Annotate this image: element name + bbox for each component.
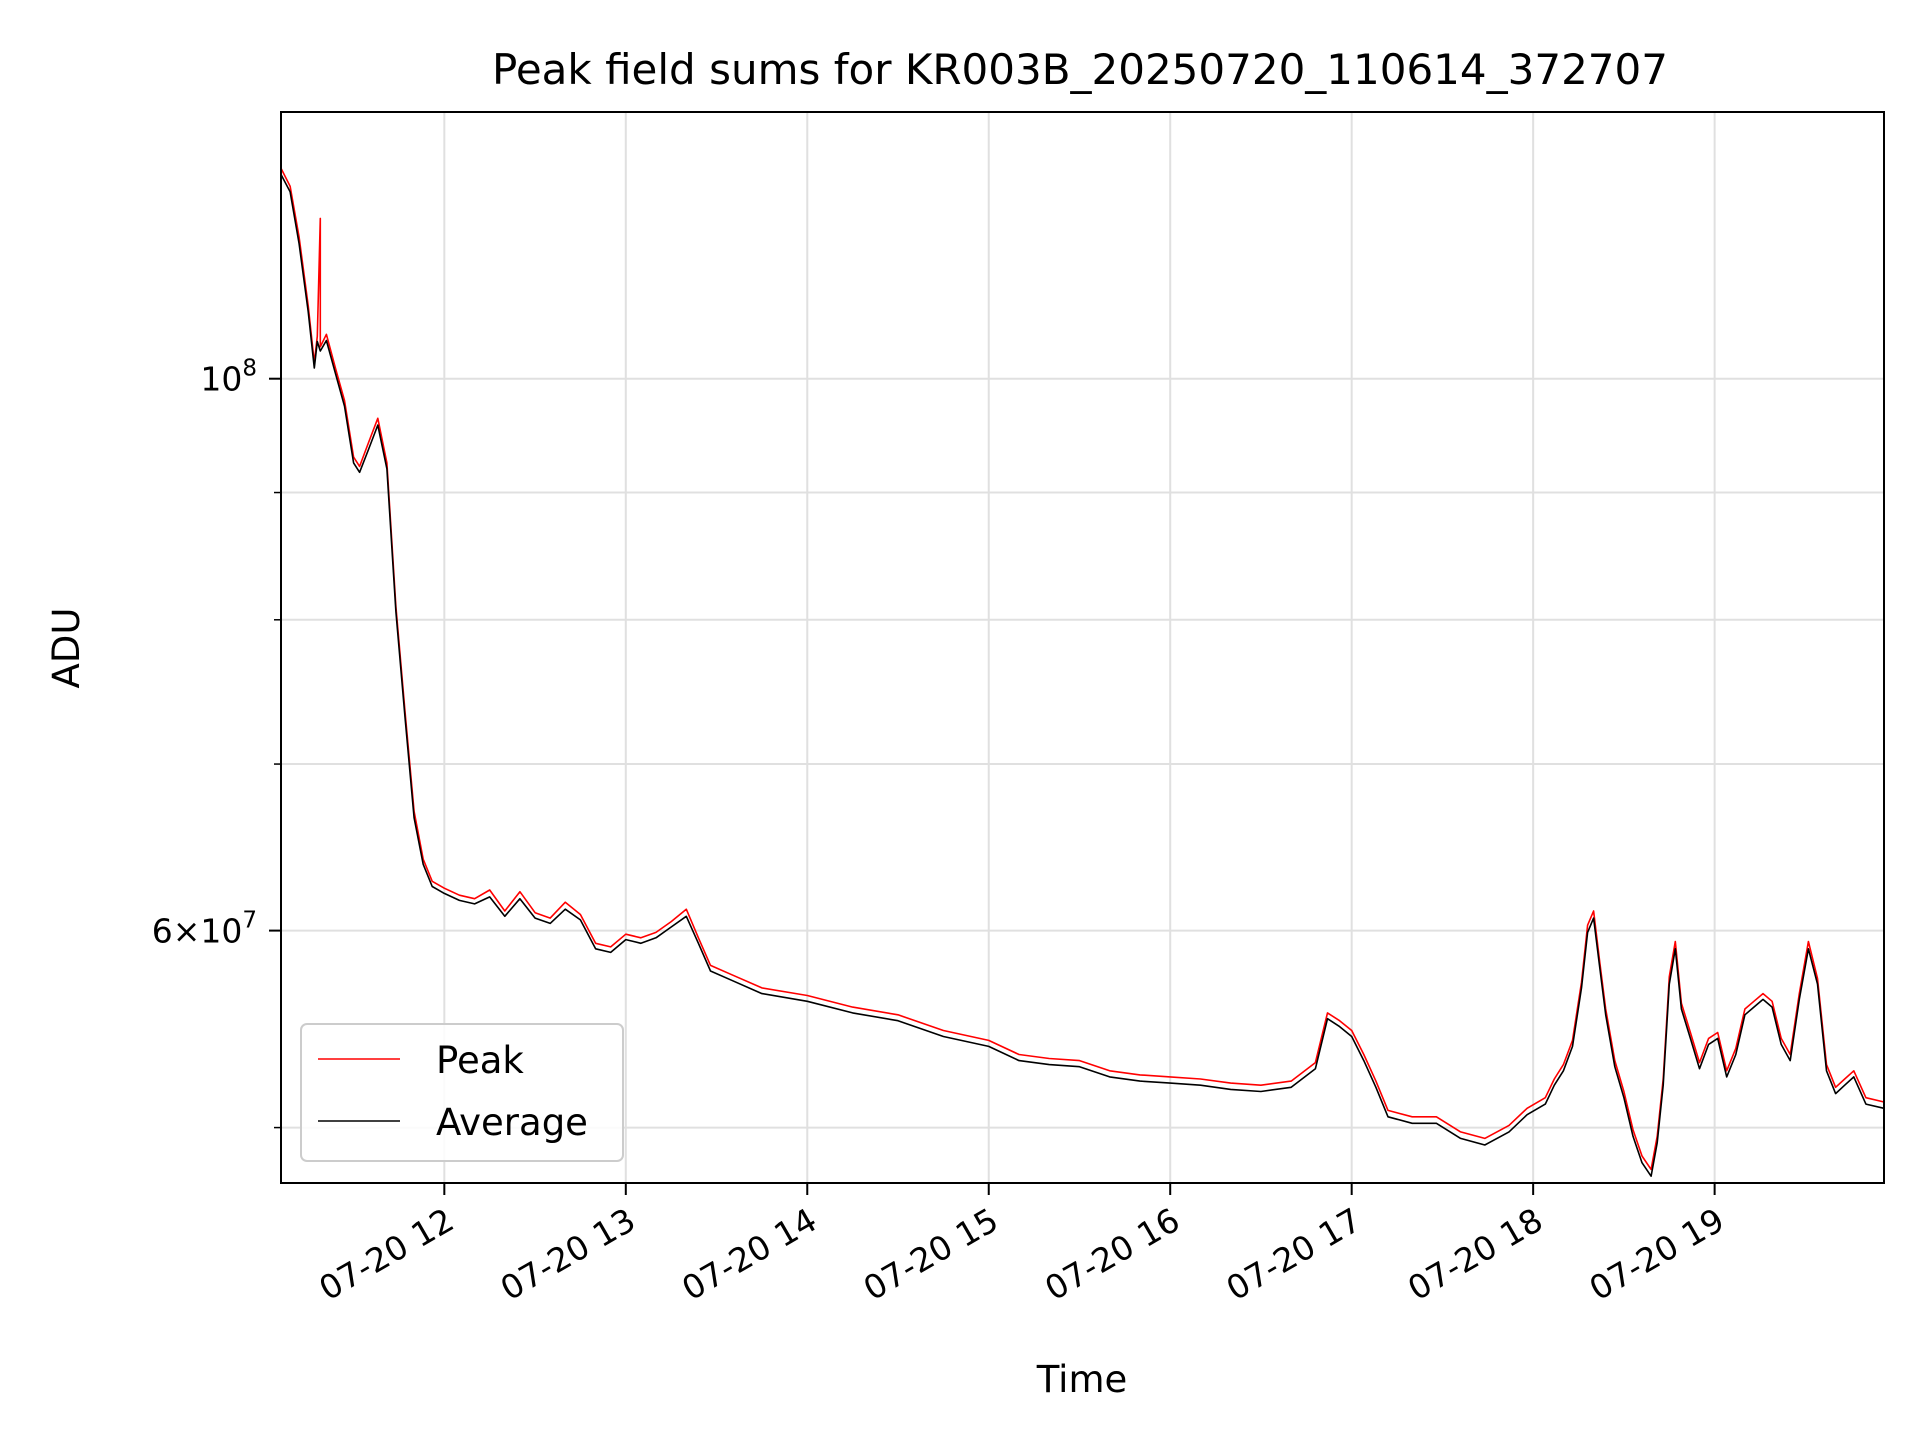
x-tick-label: 07-20 14 (675, 1200, 823, 1308)
y-tick-base: 10 (200, 360, 242, 399)
x-tick-label: 07-20 18 (1401, 1200, 1549, 1308)
y-tick-mantissa: 6 (152, 912, 173, 951)
chart-title: Peak field sums for KR003B_20250720_1106… (492, 45, 1668, 94)
x-tick-label: 07-20 12 (312, 1200, 460, 1308)
series-line-average (280, 174, 1885, 1177)
y-tick-times: × (173, 912, 201, 951)
x-tick-label: 07-20 15 (857, 1200, 1005, 1308)
y-tick-label: 108 (200, 356, 257, 399)
x-tick-label: 07-20 16 (1038, 1200, 1186, 1308)
legend-label-peak: Peak (436, 1039, 524, 1082)
y-tick-label: 6×107 (152, 908, 257, 951)
grid (281, 112, 1884, 1183)
x-tick-label: 07-20 13 (494, 1200, 642, 1308)
x-axis: 07-20 12 07-20 13 07-20 14 07-20 15 07-20 16… (312, 1183, 1731, 1308)
x-tick-label: 07-20 19 (1583, 1200, 1731, 1308)
plot-frame (280, 111, 1885, 1184)
x-axis-label: Time (1036, 1358, 1128, 1401)
x-tick-label: 07-20 17 (1220, 1200, 1368, 1308)
y-tick-exponent: 8 (242, 356, 257, 382)
legend-label-average: Average (436, 1101, 588, 1144)
y-tick-exponent: 7 (242, 908, 257, 934)
y-axis-label: ADU (45, 608, 88, 689)
legend: Peak Average (300, 1023, 624, 1162)
y-tick-base: 10 (200, 912, 242, 951)
series-layer (280, 167, 1885, 1177)
series-line-peak (280, 167, 1885, 1171)
